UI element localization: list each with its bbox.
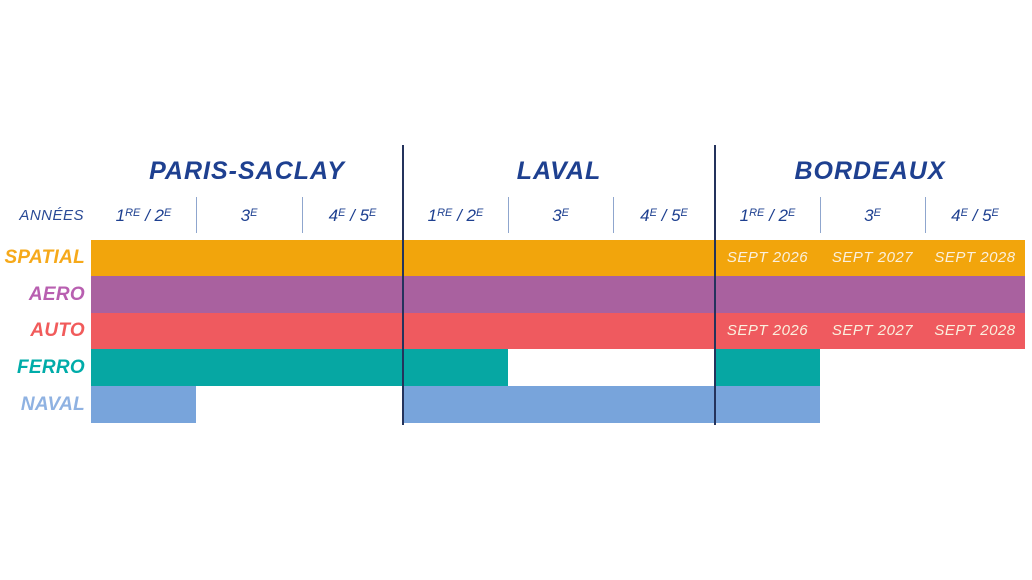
year-sup: E (649, 207, 657, 219)
campus-header-bordeaux: BORDEAUX (794, 157, 946, 185)
row-label-spatial: SPATIAL (4, 247, 85, 268)
year-sup: E (164, 207, 172, 219)
campus-divider-bordeaux (714, 145, 716, 425)
aero-bar (91, 276, 1025, 313)
year-sup: E (561, 207, 569, 219)
auto-bar (91, 313, 1025, 349)
year-col-label-laval-1: 1RE / 2E (403, 199, 508, 233)
row-label-naval: NAVAL (20, 394, 85, 415)
spatial-sept-2028: SEPT 2028 (934, 249, 1016, 266)
year-col-label-bordeaux-2: 3E (820, 199, 925, 233)
auto-sept-2027: SEPT 2027 (831, 322, 914, 339)
year-sup: E (960, 207, 968, 219)
year-text: 4 (951, 206, 961, 225)
year-col-label-paris-3: 4E / 5E (302, 199, 403, 233)
row-label-auto: AUTO (30, 320, 85, 341)
year-sup: RE (749, 207, 765, 219)
year-text: 1 (427, 206, 438, 225)
year-text: / 2 (764, 206, 789, 225)
year-sup: E (991, 207, 999, 219)
year-sup: RE (125, 207, 141, 219)
year-sup: E (338, 207, 346, 219)
column-tick (820, 197, 821, 233)
spatial-sept-2026: SEPT 2026 (726, 249, 809, 266)
column-tick (196, 197, 197, 233)
year-col-label-paris-2: 3E (196, 199, 302, 233)
spatial-bar (91, 240, 1025, 276)
year-sup: E (680, 207, 688, 219)
year-text: 3 (552, 206, 562, 225)
year-sup: E (369, 207, 377, 219)
year-text: / 2 (140, 206, 165, 225)
year-sup: RE (437, 207, 453, 219)
ferro-bar-main (91, 349, 508, 386)
year-col-label-laval-3: 4E / 5E (613, 199, 715, 233)
year-text: 3 (864, 206, 874, 225)
year-sup: E (873, 207, 881, 219)
year-sup: E (476, 207, 484, 219)
year-text: 4 (328, 206, 339, 225)
row-label-aero: AERO (28, 284, 85, 305)
year-text: / 5 (345, 206, 370, 225)
column-tick (508, 197, 509, 233)
campus-header-paris-saclay: PARIS-SACLAY (149, 157, 345, 185)
naval-bar-paris (91, 386, 196, 423)
year-text: / 5 (967, 206, 992, 225)
year-sup: E (250, 207, 258, 219)
year-text: 4 (640, 206, 650, 225)
year-sup: E (788, 207, 796, 219)
year-text: / 2 (452, 206, 477, 225)
year-text: 1 (739, 206, 750, 225)
row-label-ferro: FERRO (17, 357, 85, 378)
year-col-label-laval-2: 3E (508, 199, 613, 233)
campus-header-laval: LAVAL (516, 157, 602, 185)
column-tick (613, 197, 614, 233)
year-text: 1 (115, 206, 126, 225)
spatial-sept-2027: SEPT 2027 (831, 249, 914, 266)
year-col-label-bordeaux-3: 4E / 5E (925, 199, 1025, 233)
column-tick (302, 197, 303, 233)
year-col-label-paris-1: 1RE / 2E (91, 199, 196, 233)
year-text: / 5 (656, 206, 681, 225)
years-axis-label: ANNÉES (19, 207, 84, 224)
ferro-bar-bordeaux (715, 349, 820, 386)
naval-bar-laval-bordeaux (403, 386, 820, 423)
column-tick (925, 197, 926, 233)
auto-sept-2026: SEPT 2026 (726, 322, 809, 339)
year-text: 3 (240, 206, 251, 225)
auto-sept-2028: SEPT 2028 (934, 322, 1016, 339)
campus-divider-laval (402, 145, 404, 425)
year-col-label-bordeaux-1: 1RE / 2E (715, 199, 820, 233)
